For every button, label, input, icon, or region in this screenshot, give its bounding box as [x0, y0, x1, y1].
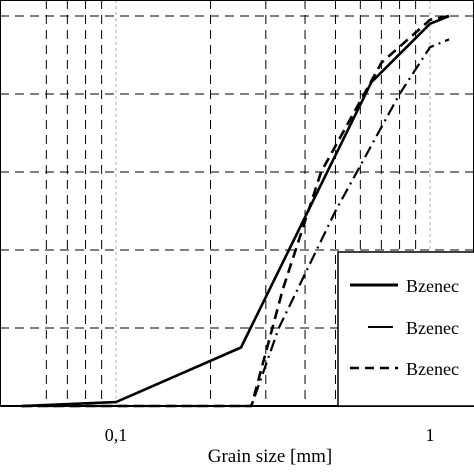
legend-label-1: Bzenec [406, 276, 459, 296]
legend-box [337, 251, 474, 407]
x-axis-title: Grain size [mm] [208, 446, 333, 467]
x-tick-label: 1 [426, 425, 435, 445]
legend: Bzenec Bzenec Bzenec [337, 251, 474, 407]
legend-label-3: Bzenec [406, 359, 459, 379]
series-line-3 [21, 14, 450, 408]
series-lines [21, 14, 450, 408]
series-line-1 [21, 14, 450, 408]
series-line-2 [21, 38, 450, 408]
x-tick-labels: 0,1 1 [105, 425, 435, 445]
legend-label-2: Bzenec [406, 318, 459, 338]
x-tick-label: 0,1 [105, 425, 128, 445]
